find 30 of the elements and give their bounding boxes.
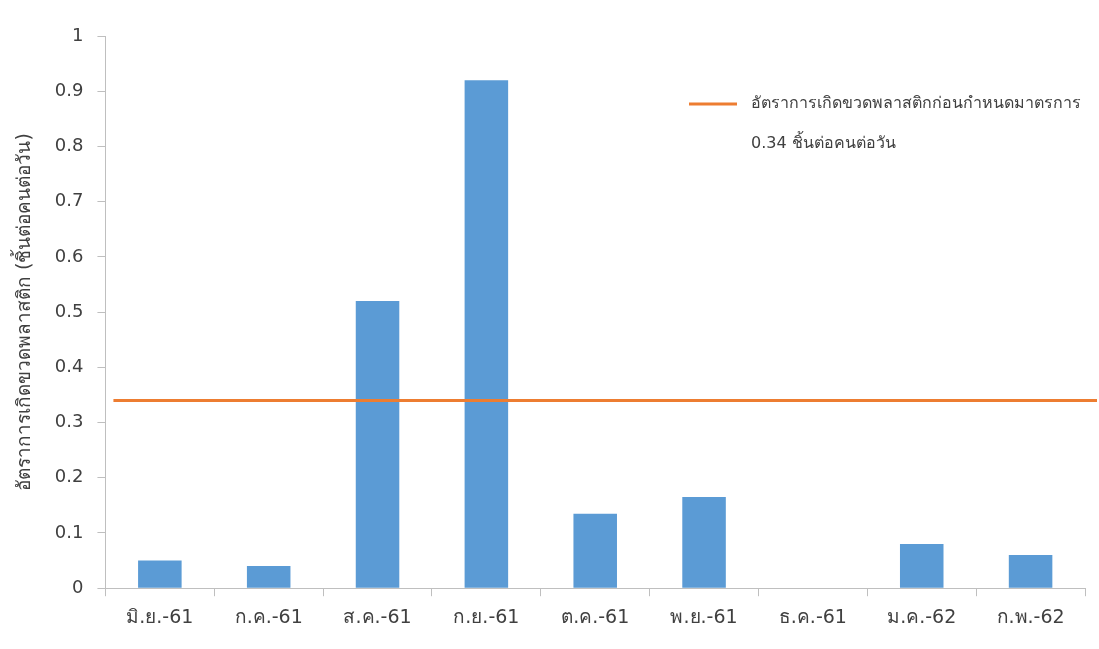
y-tick-label: 0.6 <box>54 244 84 266</box>
x-tick-label: ต.ค.-61 <box>561 604 630 627</box>
x-tick-label: ก.ย.-61 <box>453 604 520 627</box>
y-tick-label: 1 <box>71 23 84 45</box>
y-tick-label: 0 <box>71 575 84 597</box>
bar <box>138 560 182 588</box>
x-tick-label: ธ.ค.-61 <box>778 604 847 627</box>
text: อัตราการเกิดขวดพลาสติกก่อนกำหนดมาตรการ 0.34 ชิ้นต่อคนต่อวัน <box>751 93 1081 153</box>
bar <box>246 566 291 588</box>
x-tick-label: ก.พ.-62 <box>996 604 1065 627</box>
bar <box>464 80 509 588</box>
bar <box>1008 555 1053 588</box>
bar <box>899 544 944 588</box>
bar <box>355 301 400 588</box>
y-axis-title: อัตราการเกิดขวดพลาสติก (ชิ้นต่อคนต่อวัน) <box>10 133 35 492</box>
y-tick-label: 0.1 <box>54 520 84 542</box>
x-tick-label: พ.ย.-61 <box>670 604 738 627</box>
bar <box>573 513 617 588</box>
y-tick-label: 0.5 <box>54 299 84 321</box>
x-tick-label: ส.ค.-61 <box>343 604 412 627</box>
y-tick-label: 0.8 <box>54 134 84 156</box>
y-tick-label: 0.9 <box>54 78 84 100</box>
x-tick-label: มิ.ย.-61 <box>126 604 194 627</box>
y-tick-label: 0.2 <box>54 465 84 487</box>
y-tick-label: 0.7 <box>54 189 84 211</box>
bar <box>682 497 726 588</box>
y-tick-label: 0.3 <box>54 410 84 432</box>
y-tick-label: 0.4 <box>54 354 84 376</box>
x-tick-label: ก.ค.-61 <box>234 604 303 627</box>
x-tick-label: ม.ค.-62 <box>887 604 957 627</box>
